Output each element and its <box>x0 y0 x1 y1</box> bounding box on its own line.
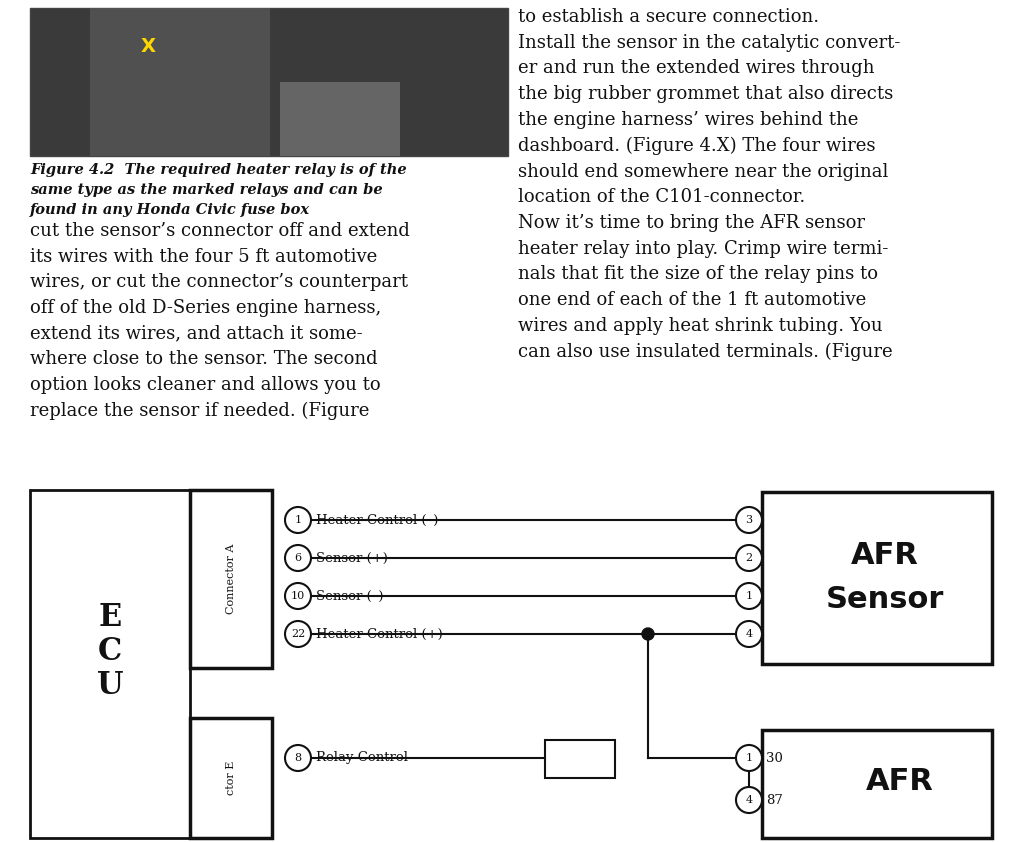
Text: 22: 22 <box>291 629 305 639</box>
Circle shape <box>736 787 762 813</box>
Text: 6: 6 <box>295 553 301 563</box>
Text: E: E <box>98 603 122 633</box>
Text: 3: 3 <box>745 515 753 525</box>
Circle shape <box>736 745 762 771</box>
Text: U: U <box>96 670 123 701</box>
Text: Figure 4.2  The required heater relay is of the
same type as the marked relays a: Figure 4.2 The required heater relay is … <box>30 163 407 217</box>
Text: X: X <box>140 36 156 56</box>
Text: Relay Control: Relay Control <box>316 752 408 765</box>
Text: Heater Control (+): Heater Control (+) <box>316 627 442 641</box>
Bar <box>762 730 992 838</box>
Text: 1: 1 <box>745 591 753 601</box>
Bar <box>190 718 272 838</box>
Bar <box>762 492 992 664</box>
Circle shape <box>285 545 311 571</box>
Text: to establish a secure connection.
Install the sensor in the catalytic convert-
e: to establish a secure connection. Instal… <box>518 8 900 361</box>
Text: 4: 4 <box>745 795 753 805</box>
Text: AFR: AFR <box>851 541 919 569</box>
Text: C: C <box>98 637 122 668</box>
Text: 1: 1 <box>295 515 301 525</box>
Text: ctor E: ctor E <box>226 761 236 795</box>
Text: Sensor: Sensor <box>825 585 944 615</box>
Bar <box>30 490 190 838</box>
Text: 10: 10 <box>291 591 305 601</box>
Bar <box>30 8 508 156</box>
Text: 30: 30 <box>766 752 783 765</box>
Text: 8: 8 <box>295 753 301 763</box>
Text: Sensor (–): Sensor (–) <box>316 589 384 603</box>
Circle shape <box>285 745 311 771</box>
Bar <box>545 740 615 778</box>
Circle shape <box>285 583 311 609</box>
Bar <box>280 82 400 156</box>
Text: 87: 87 <box>766 793 783 807</box>
Circle shape <box>285 621 311 647</box>
Circle shape <box>736 621 762 647</box>
Circle shape <box>642 628 654 640</box>
Bar <box>190 490 272 668</box>
Text: 2: 2 <box>745 553 753 563</box>
Circle shape <box>736 545 762 571</box>
Circle shape <box>285 507 311 533</box>
Text: cut the sensor’s connector off and extend
its wires with the four 5 ft automotiv: cut the sensor’s connector off and exten… <box>30 222 410 420</box>
Text: AFR: AFR <box>866 768 934 797</box>
Text: 4: 4 <box>745 629 753 639</box>
Text: 1: 1 <box>745 753 753 763</box>
Circle shape <box>736 583 762 609</box>
Text: Sensor (+): Sensor (+) <box>316 552 388 564</box>
Text: Heater Control (–): Heater Control (–) <box>316 514 438 526</box>
Text: Connector A: Connector A <box>226 544 236 614</box>
Bar <box>90 8 270 156</box>
Circle shape <box>736 507 762 533</box>
